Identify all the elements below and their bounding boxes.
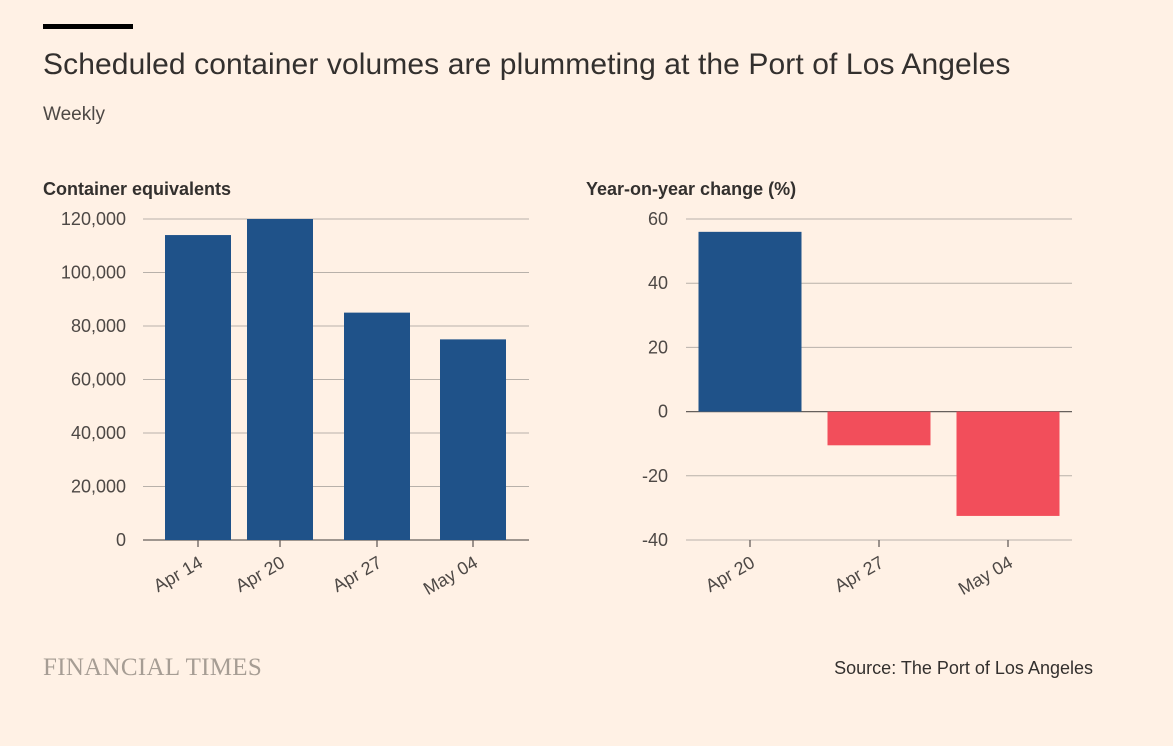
volume-bar — [344, 312, 410, 540]
volume-y-tick-label: 0 — [116, 530, 126, 550]
yoy-bar — [956, 411, 1060, 516]
volume-axis-title: Container equivalents — [43, 179, 231, 199]
yoy-y-tick-label: 40 — [648, 273, 668, 293]
volume-x-tick-label: Apr 20 — [232, 552, 288, 596]
yoy-x-tick-label: Apr 27 — [831, 552, 887, 596]
yoy-x-tick-label: May 04 — [955, 552, 1016, 599]
chart-subtitle: Weekly — [43, 104, 105, 125]
volume-x-tick-label: May 04 — [420, 552, 481, 599]
yoy-axis-title: Year-on-year change (%) — [586, 179, 796, 199]
chart-title: Scheduled container volumes are plummeti… — [43, 48, 1011, 81]
top-rule — [43, 24, 133, 29]
volume-y-tick-label: 100,000 — [61, 263, 126, 283]
volume-y-tick-label: 120,000 — [61, 209, 126, 229]
volume-y-tick-label: 40,000 — [71, 423, 126, 443]
yoy-bar — [827, 411, 931, 446]
volume-y-tick-label: 20,000 — [71, 477, 126, 497]
volume-x-tick-label: Apr 14 — [150, 552, 206, 596]
ft-logo-wordmark: FINANCIAL TIMES — [43, 654, 263, 681]
source-note: Source: The Port of Los Angeles — [834, 658, 1093, 678]
yoy-x-tick-label: Apr 20 — [702, 552, 758, 596]
yoy-y-tick-label: 60 — [648, 209, 668, 229]
volume-bar — [247, 219, 313, 540]
volume-x-tick-label: Apr 27 — [329, 552, 385, 596]
volume-bar — [440, 339, 506, 540]
yoy-y-tick-label: -20 — [642, 466, 668, 486]
volume-y-tick-label: 80,000 — [71, 316, 126, 336]
yoy-bar — [698, 231, 802, 412]
yoy-y-tick-label: 0 — [658, 402, 668, 422]
yoy-y-tick-label: 20 — [648, 337, 668, 357]
volume-bar — [165, 235, 231, 541]
volume-y-tick-label: 60,000 — [71, 370, 126, 390]
yoy-y-tick-label: -40 — [642, 530, 668, 550]
